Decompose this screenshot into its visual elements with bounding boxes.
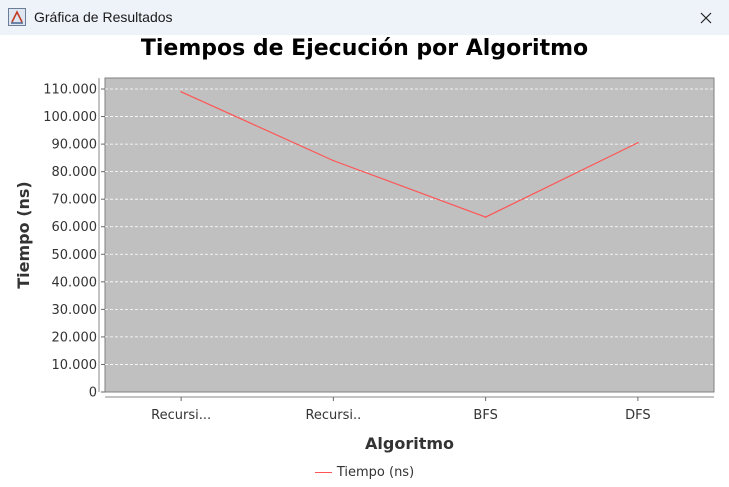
close-icon xyxy=(700,12,712,23)
window-title: Gráfica de Resultados xyxy=(34,9,173,25)
legend-label: Tiempo (ns) xyxy=(336,465,415,480)
data-point xyxy=(637,141,639,144)
y-tick-label: 100.000 xyxy=(43,110,97,125)
x-tick-label: BFS xyxy=(473,408,497,423)
close-button[interactable] xyxy=(683,0,729,35)
y-tick-label: 90.000 xyxy=(52,138,98,153)
x-tick-label: Recursi... xyxy=(151,408,211,423)
data-point xyxy=(332,159,335,162)
java-app-icon xyxy=(8,8,26,26)
y-tick-label: 70.000 xyxy=(52,193,98,208)
data-point xyxy=(180,90,182,93)
y-tick-label: 50.000 xyxy=(52,248,98,263)
y-tick-label: 110.000 xyxy=(43,83,97,98)
legend-swatch xyxy=(314,472,332,473)
title-bar: Gráfica de Resultados xyxy=(0,0,729,35)
y-tick-label: 80.000 xyxy=(52,165,98,180)
y-tick-label: 30.000 xyxy=(52,303,98,318)
y-tick-label: 40.000 xyxy=(52,275,98,290)
data-point xyxy=(484,216,487,218)
x-axis-label: Algoritmo xyxy=(365,434,454,453)
plot-area xyxy=(104,77,715,393)
x-tick-label: DFS xyxy=(625,408,651,423)
chart-title: Tiempos de Ejecución por Algoritmo xyxy=(140,36,589,61)
y-tick-label: 10.000 xyxy=(52,358,98,373)
x-tick-label: Recursi.. xyxy=(305,408,361,423)
y-tick-label: 60.000 xyxy=(52,220,98,235)
legend: Tiempo (ns) xyxy=(0,465,729,480)
y-axis-label: Tiempo (ns) xyxy=(14,181,33,288)
y-tick-label: 0 xyxy=(89,386,97,401)
y-tick-label: 20.000 xyxy=(52,330,98,345)
series-line xyxy=(180,91,639,218)
